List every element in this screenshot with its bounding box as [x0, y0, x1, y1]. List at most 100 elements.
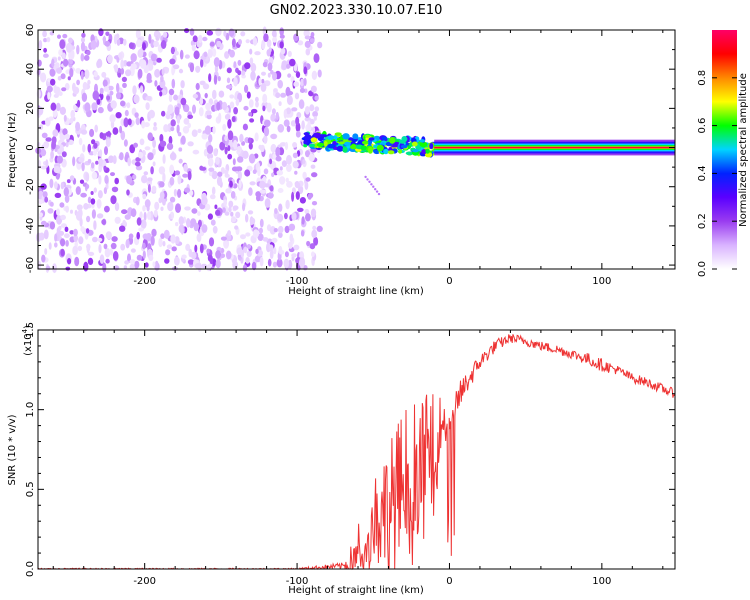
- spectrogram-cell: [194, 263, 202, 269]
- spectrogram-cell: [97, 106, 104, 114]
- spectrogram-cell: [162, 198, 166, 206]
- spectrogram-cell: [174, 50, 179, 56]
- spectrogram-cell: [67, 258, 72, 265]
- spectrogram-cell: [238, 39, 242, 45]
- spectrogram-cell: [266, 39, 272, 48]
- spectrogram-cell: [187, 259, 195, 265]
- spectrogram-cell: [314, 106, 320, 112]
- spectrogram-cell: [305, 213, 311, 222]
- spectrogram-cell: [130, 208, 137, 218]
- spectrogram-cell: [262, 105, 266, 112]
- spectrogram-cell: [85, 172, 90, 182]
- spectrogram-cell: [60, 223, 67, 228]
- spectrogram-cell: [146, 72, 152, 83]
- spectrogram-cell: [40, 220, 47, 226]
- spectrogram-cell: [168, 214, 172, 220]
- spectrogram-cell: [134, 260, 140, 269]
- spectrogram-cell: [168, 94, 173, 103]
- spectrogram-cell: [255, 101, 259, 108]
- spectrogram-cell: [105, 258, 110, 264]
- spectrogram-cell: [84, 69, 90, 79]
- spectrogram-cell: [338, 141, 345, 145]
- spectrogram-cell: [86, 50, 91, 56]
- spectrogram-cell: [116, 38, 121, 46]
- spectrogram-cell: [108, 155, 114, 163]
- spectrogram-cell: [132, 85, 137, 95]
- spectrogram-cell: [297, 207, 304, 212]
- x-tick-label: 0: [446, 276, 452, 287]
- spectrogram-cell: [342, 133, 350, 140]
- spectrogram-cell: [342, 146, 348, 153]
- spectrogram-cell: [87, 79, 91, 85]
- spectrogram-cell: [111, 186, 119, 193]
- spectrogram-cell: [103, 243, 108, 250]
- spectrogram-cell: [70, 109, 75, 119]
- spectrogram-cell: [150, 39, 155, 48]
- spectrogram-cell: [305, 177, 311, 182]
- spectrogram-cell: [245, 232, 251, 237]
- spectrogram-cell: [180, 80, 185, 89]
- spectrogram-cell: [284, 225, 290, 234]
- spectrogram-cell: [58, 49, 63, 56]
- spectrogram-cell: [222, 123, 227, 131]
- spectrogram-cell: [310, 208, 317, 218]
- spectrogram-cell: [200, 58, 204, 68]
- spectrogram-cell: [209, 257, 214, 265]
- spectrogram-cell: [267, 192, 274, 199]
- spectrogram-cell: [245, 213, 249, 223]
- spectrogram-cell: [109, 248, 114, 256]
- spectrogram-cell: [336, 137, 343, 141]
- spectrogram-cell: [247, 210, 254, 215]
- spectrogram-cell: [250, 70, 256, 81]
- spectrogram-cell: [123, 117, 129, 128]
- spectrogram-cell: [311, 70, 318, 81]
- spectrogram-cell: [288, 223, 296, 231]
- spectrogram-cell: [213, 148, 218, 157]
- spectrogram-cell: [352, 139, 358, 142]
- spectrogram-cell: [84, 102, 91, 113]
- spectrogram-cell: [144, 146, 151, 151]
- spectrogram-cell: [152, 125, 158, 131]
- spectrogram-cell: [64, 194, 70, 203]
- spectrogram-cell: [200, 263, 208, 269]
- spectrogram-cell: [52, 109, 58, 118]
- spectrogram-cell: [57, 76, 62, 81]
- spectrogram-cell: [109, 114, 116, 123]
- spectrogram-cell: [193, 50, 200, 60]
- spectrogram-cell: [41, 132, 48, 139]
- spectrogram-cell: [316, 225, 323, 232]
- spectrogram-cell: [150, 166, 154, 175]
- spectrogram-cell: [275, 111, 279, 121]
- spectrogram-cell: [49, 68, 56, 77]
- spectrogram-cell: [237, 59, 242, 66]
- spectrogram-cell: [102, 262, 107, 273]
- spectrogram-cell: [233, 107, 239, 115]
- spectrogram-cell: [270, 133, 277, 140]
- spectrogram-cell: [139, 138, 145, 146]
- spectrogram-cell: [216, 176, 223, 187]
- spectrogram-cell: [271, 108, 276, 115]
- spectrogram-cell: [235, 98, 240, 107]
- spectrogram-cell: [120, 68, 125, 75]
- spectrogram-cell: [87, 196, 92, 204]
- spectrogram-cell: [269, 249, 274, 259]
- spectrogram-cell: [283, 109, 288, 119]
- spectrogram-cell: [195, 82, 200, 91]
- spectrogram-cell: [304, 208, 310, 215]
- spectrogram-cell: [122, 219, 126, 226]
- spectrogram-cell: [59, 202, 65, 208]
- spectrogram-cell: [197, 219, 202, 228]
- spectrogram-cell: [180, 135, 186, 145]
- spectrogram-cell: [43, 141, 50, 149]
- spectrogram-cell: [287, 73, 292, 78]
- spectrogram-cell: [65, 69, 70, 74]
- spectrogram-cell: [189, 28, 195, 36]
- spectrogram-cell: [77, 245, 83, 252]
- spectrogram-cell: [99, 149, 103, 157]
- spectrogram-cell: [114, 216, 121, 224]
- snr-y-ticks: 0.0 0.5 1.0 1.5: [25, 322, 675, 577]
- spectrogram-cell: [279, 142, 287, 147]
- spectrogram-cell: [184, 187, 191, 193]
- spectrogram-cell: [145, 95, 152, 101]
- spectrogram-cell: [169, 164, 175, 175]
